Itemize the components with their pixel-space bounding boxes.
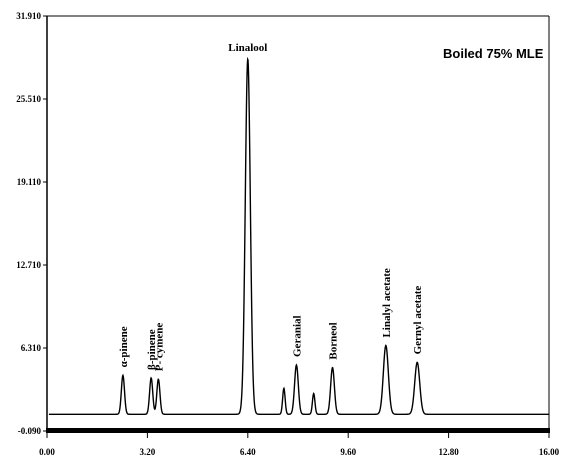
peak-label: α-pinene bbox=[118, 326, 130, 367]
y-tick-label: 19.110 bbox=[17, 177, 42, 187]
x-axis-ticks: 0.00 3.20 6.40 9.60 12.80 16.00 bbox=[39, 433, 560, 457]
peak-label: Geranial bbox=[291, 315, 303, 357]
x-axis-bar bbox=[46, 428, 550, 433]
x-tick-label: 12.80 bbox=[438, 447, 459, 457]
x-tick-label: 3.20 bbox=[140, 447, 156, 457]
y-tick-label: 31.910 bbox=[16, 11, 41, 21]
chromatogram-trace bbox=[48, 56, 549, 415]
peak-label: P- cymene bbox=[153, 323, 165, 372]
peak-label: Borneol bbox=[328, 322, 340, 359]
peak-label: Linalool bbox=[228, 42, 267, 54]
peak-label: Linalyl acetate bbox=[381, 268, 393, 337]
x-tick-label: 0.00 bbox=[39, 447, 55, 457]
y-tick-label: 12.710 bbox=[16, 260, 41, 270]
y-axis-ticks: -0.090 6.310 12.710 19.110 25.510 31.910 bbox=[16, 11, 47, 436]
peak-label: Gernyl acetate bbox=[412, 286, 424, 355]
x-tick-label: 9.60 bbox=[340, 447, 356, 457]
peak-label: β-pinene bbox=[146, 329, 158, 370]
x-tick-label: 6.40 bbox=[240, 447, 256, 457]
y-tick-label: 25.510 bbox=[16, 94, 41, 104]
y-tick-label: -0.090 bbox=[18, 426, 42, 436]
x-tick-label: 16.00 bbox=[539, 447, 560, 457]
chart-title: Boiled 75% MLE bbox=[443, 46, 544, 61]
y-tick-label: 6.310 bbox=[21, 343, 42, 353]
